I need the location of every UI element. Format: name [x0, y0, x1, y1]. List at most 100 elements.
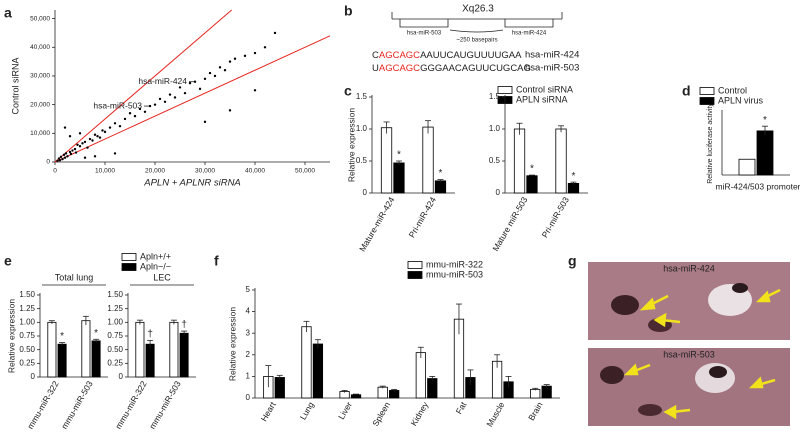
point: [158, 97, 162, 101]
bar: [377, 386, 388, 399]
point: [113, 122, 117, 125]
y-tick-label: 3: [246, 328, 251, 337]
point: [78, 145, 82, 148]
bar: [389, 390, 400, 399]
error-bar: [543, 384, 550, 388]
point: [59, 155, 63, 159]
error-bar: [93, 338, 100, 343]
arrow-head: [755, 290, 771, 303]
locus-label: Xq26.3: [462, 4, 494, 15]
point: [61, 157, 64, 161]
legend-label: mmu-miR-322: [426, 259, 483, 269]
sequence: CAGCAGCAAUUCAUGUUUUGAA: [372, 50, 522, 61]
gene-label: hsa-miR-424: [512, 31, 547, 37]
panel-letter: g: [568, 253, 577, 269]
error-bar: [532, 387, 539, 391]
bar: [541, 385, 552, 399]
error-bar: [437, 179, 444, 183]
point: [203, 77, 207, 81]
significance-marker: *: [763, 115, 767, 126]
x-tick-label: Heart: [259, 400, 278, 424]
gene-label: hsa-miR-503: [407, 31, 442, 37]
legend-swatch: [699, 87, 715, 95]
point: [143, 110, 147, 114]
x-tick-label: Spleen: [370, 400, 392, 428]
image-label: hsa-miR-503: [663, 349, 715, 359]
arrow-head: [623, 363, 639, 376]
point: [64, 152, 68, 155]
panel-letter: f: [214, 253, 219, 269]
legend-label: mmu-miR-503: [426, 269, 483, 279]
bar: [81, 320, 91, 378]
point: [73, 147, 77, 151]
bar: [530, 388, 541, 399]
bar: [179, 332, 189, 378]
panel-letter: c: [344, 83, 352, 99]
y-tick-label: 0.5: [489, 156, 501, 165]
point: [273, 31, 277, 35]
legend-label: APLN virus: [718, 95, 764, 105]
image-label: hsa-miR-424: [663, 263, 715, 273]
arrows: [623, 288, 781, 420]
error-bar: [570, 181, 577, 185]
y-tick-label: 1.00: [107, 317, 123, 326]
x-tick-label: Mature-miR-424: [357, 195, 396, 253]
point: [153, 103, 157, 106]
bar: [427, 378, 438, 399]
error-bar: [147, 339, 154, 349]
y-tick-label: 0: [246, 393, 251, 402]
error-bar: [181, 330, 188, 336]
x-tick-label: 40,000: [245, 168, 265, 175]
y-tick-label: 10,000: [30, 130, 50, 137]
point: [62, 153, 66, 157]
y-tick-label: 0: [496, 188, 501, 197]
arrow-head: [663, 404, 677, 420]
y-tick-label: 0.25: [19, 358, 35, 367]
x-tick-label: Lung: [298, 400, 316, 422]
panel-letter: e: [4, 253, 12, 269]
point: [83, 140, 87, 144]
sequence: UAGCAGCGGGAACAGUUCUGCAG: [372, 63, 531, 74]
bar: [415, 352, 426, 399]
bar: [380, 127, 393, 194]
stain: [638, 404, 662, 416]
point: [223, 69, 227, 72]
point: [233, 57, 237, 60]
y-tick-label: 5: [246, 285, 251, 294]
error-bar: [429, 375, 436, 381]
point: [68, 150, 72, 154]
x-tick-label: Fat: [454, 400, 469, 416]
significance-marker: *: [397, 150, 401, 161]
point: [108, 126, 112, 129]
significance-marker: †: [181, 320, 187, 331]
bar: [301, 326, 312, 399]
error-bar: [353, 393, 360, 396]
point: [78, 132, 82, 135]
point: [163, 100, 167, 103]
error-bar: [341, 390, 348, 393]
stain: [611, 295, 639, 315]
point: [93, 133, 97, 136]
x-tick-label: Pri-miR-424: [407, 195, 438, 240]
y-tick-label: 0.50: [19, 345, 35, 354]
legend-swatch: [407, 271, 423, 279]
y-tick-label: 0.50: [107, 345, 123, 354]
x-tick-label: mmu-miR-503: [147, 379, 183, 431]
y-tick-label: 1.5: [489, 92, 501, 101]
stain: [600, 366, 624, 384]
legend-label: Apln+/+: [140, 251, 171, 261]
error-bar: [494, 354, 501, 368]
bar: [145, 343, 155, 378]
error-bar: [425, 120, 432, 134]
y-axis-label: Relative luciferase activity: [707, 103, 714, 184]
point: [208, 71, 212, 75]
point: [193, 80, 197, 83]
legend-swatch: [497, 86, 513, 94]
x-tick-label: 50,000: [295, 168, 315, 175]
legend-label: APLN siRNA: [516, 94, 568, 104]
bar: [526, 175, 538, 194]
significance-marker: *: [530, 164, 534, 175]
point: [178, 86, 182, 89]
y-tick-label: 0.75: [19, 331, 35, 340]
y-tick-label: 1.00: [19, 317, 35, 326]
